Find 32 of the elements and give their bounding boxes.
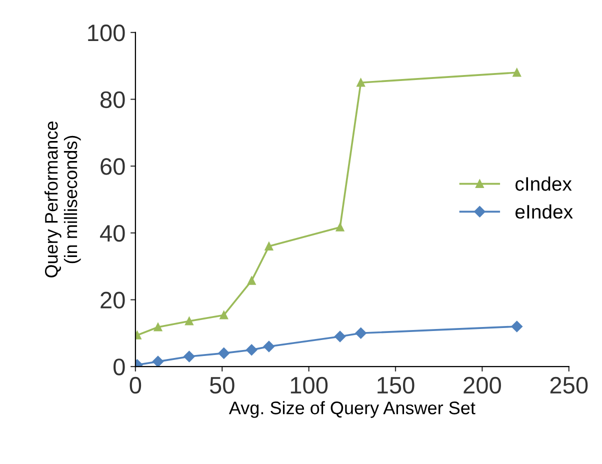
y-tick-label: 20 bbox=[100, 292, 125, 309]
point bbox=[185, 316, 194, 326]
point bbox=[246, 344, 258, 356]
point bbox=[263, 340, 275, 352]
x-tick-label: 0 bbox=[130, 376, 142, 394]
point bbox=[152, 356, 164, 367]
y-tick-label: 0 bbox=[114, 358, 125, 376]
y-axis-title: Query Performance (in milliseconds) bbox=[44, 122, 81, 278]
x-axis-title: Avg. Size of Query Answer Set bbox=[228, 401, 476, 418]
point bbox=[218, 348, 230, 359]
legend-label: cIndex bbox=[516, 176, 572, 191]
point bbox=[154, 322, 162, 332]
y-tick-label: 60 bbox=[100, 158, 125, 175]
point bbox=[336, 223, 344, 232]
y-tick-label: 40 bbox=[100, 224, 125, 242]
x-tick-label: 200 bbox=[464, 376, 501, 394]
x-tick-label: 150 bbox=[378, 376, 414, 394]
point bbox=[184, 350, 195, 362]
point bbox=[220, 310, 228, 320]
point bbox=[247, 276, 256, 285]
point bbox=[512, 68, 522, 77]
point bbox=[511, 320, 522, 332]
x-tick-label: 100 bbox=[290, 376, 328, 394]
point bbox=[264, 242, 274, 250]
y-tick-label: 80 bbox=[100, 91, 125, 108]
y-tick-label: 100 bbox=[88, 24, 125, 42]
legend-label: eIndex bbox=[516, 204, 573, 219]
point bbox=[334, 330, 346, 342]
point bbox=[355, 328, 366, 339]
point bbox=[356, 78, 366, 87]
x-tick-label: 250 bbox=[550, 376, 588, 394]
x-tick-label: 50 bbox=[210, 376, 234, 394]
